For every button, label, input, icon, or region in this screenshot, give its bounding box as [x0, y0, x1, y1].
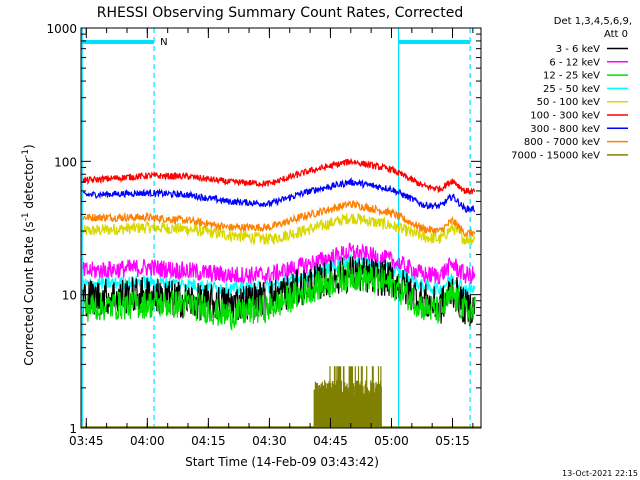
legend-label-4: 50 - 100 keV	[537, 97, 601, 108]
legend-label-5: 100 - 300 keV	[530, 111, 600, 122]
series-spikes-7000-15000	[313, 366, 382, 428]
night-bar	[398, 40, 471, 44]
y-axis-label-mid: detector	[22, 158, 36, 213]
series-line-5	[82, 157, 476, 195]
x-tick-label: 04:30	[252, 434, 287, 448]
legend-label-7: 800 - 7000 keV	[524, 137, 600, 148]
footer-date: 13-Oct-2021 22:15	[562, 469, 638, 478]
legend-label-6: 300 - 800 keV	[530, 124, 600, 135]
legend-label-3: 25 - 50 keV	[543, 84, 600, 95]
night-bar	[82, 40, 155, 44]
y-axis-label-end: )	[22, 144, 36, 149]
night-marker-label: N	[160, 37, 167, 48]
y-axis-label-sup2: -1	[21, 149, 31, 158]
chart-title: RHESSI Observing Summary Count Rates, Co…	[97, 5, 463, 21]
y-tick-label: 10	[62, 289, 77, 303]
legend-label-2: 12 - 25 keV	[543, 71, 600, 82]
plot-area: N	[81, 28, 481, 428]
legend-header-line2: Att 0	[604, 29, 628, 40]
legend-header-line1: Det 1,3,4,5,6,9,	[554, 16, 632, 27]
series-line-1	[82, 242, 476, 285]
x-tick-label: 04:45	[313, 434, 348, 448]
x-axis-label: Start Time (14-Feb-09 03:43:42)	[185, 455, 379, 469]
y-axis-label-main: Corrected Count Rate (s	[22, 221, 36, 365]
x-tick-label: 04:15	[191, 434, 226, 448]
series-line-4	[82, 213, 476, 246]
y-tick-label: 1000	[46, 22, 77, 36]
legend-label-0: 3 - 6 keV	[556, 44, 600, 55]
axes: 1 10 100 1000 03:45 04:00 04:15 04:30 04:45 05:00…	[46, 22, 482, 448]
y-tick-label: 1	[69, 422, 77, 436]
legend-label-1: 6 - 12 keV	[549, 57, 600, 68]
plot-frame	[80, 27, 482, 429]
legend-label-8: 7000 - 15000 keV	[511, 150, 600, 161]
legend: Det 1,3,4,5,6,9, Att 0 3 - 6 keV 6 - 12 k…	[511, 16, 632, 161]
x-tick-label: 05:15	[435, 434, 470, 448]
series-line-3	[82, 253, 476, 298]
x-tick-label: 03:45	[69, 434, 104, 448]
y-axis-label-sup1: -1	[21, 212, 31, 221]
x-tick-label: 04:00	[130, 434, 165, 448]
series-line-2	[82, 261, 476, 332]
x-tick-label: 05:00	[374, 434, 409, 448]
series-line-6	[82, 177, 476, 214]
series-line-7	[82, 200, 476, 237]
y-tick-label: 100	[54, 155, 77, 169]
y-axis-label: Corrected Count Rate (s-1 detector-1)	[21, 144, 36, 365]
series-line-0	[82, 256, 476, 327]
svg-text:Corrected Count Rate (s-1 dete: Corrected Count Rate (s-1 detector-1)	[21, 144, 36, 365]
